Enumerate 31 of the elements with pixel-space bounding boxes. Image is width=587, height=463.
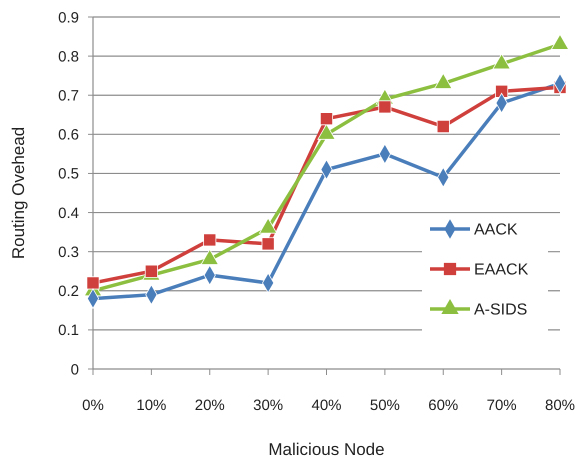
point <box>436 120 450 134</box>
legend-label: A-SIDS <box>474 302 528 319</box>
x-tick-label: 80% <box>544 397 576 414</box>
x-tick-label: 0% <box>82 397 104 414</box>
y-tick-label: 0.9 <box>58 9 79 26</box>
legend-label: AACK <box>474 222 518 239</box>
y-axis-title: Routing Ovehead <box>9 126 28 260</box>
y-tick-label: 0 <box>70 361 79 378</box>
x-axis-title: Malicious Node <box>268 440 385 459</box>
x-tick-label: 20% <box>194 397 225 414</box>
y-tick-label: 0.1 <box>58 322 79 340</box>
point <box>320 112 334 126</box>
y-tick-label: 0.7 <box>58 87 79 104</box>
point <box>203 233 216 246</box>
x-tick-label: 70% <box>486 397 517 414</box>
x-tick-label: 60% <box>428 397 458 414</box>
y-tick-label: 0.8 <box>58 48 79 66</box>
point <box>262 237 275 250</box>
y-tick-label: 0.5 <box>58 166 79 183</box>
point <box>144 264 158 278</box>
x-tick-label: 50% <box>370 397 400 414</box>
legend-label: EAACK <box>474 262 529 279</box>
x-tick-label: 30% <box>253 397 284 414</box>
y-tick-label: 0.3 <box>58 244 79 261</box>
point <box>86 276 100 290</box>
y-tick-label: 0.6 <box>58 126 79 144</box>
point <box>378 100 392 114</box>
y-tick-label: 0.4 <box>58 204 79 222</box>
y-tick-label: 0.2 <box>58 283 79 300</box>
x-tick-label: 10% <box>136 397 166 414</box>
x-tick-label: 40% <box>311 397 342 414</box>
